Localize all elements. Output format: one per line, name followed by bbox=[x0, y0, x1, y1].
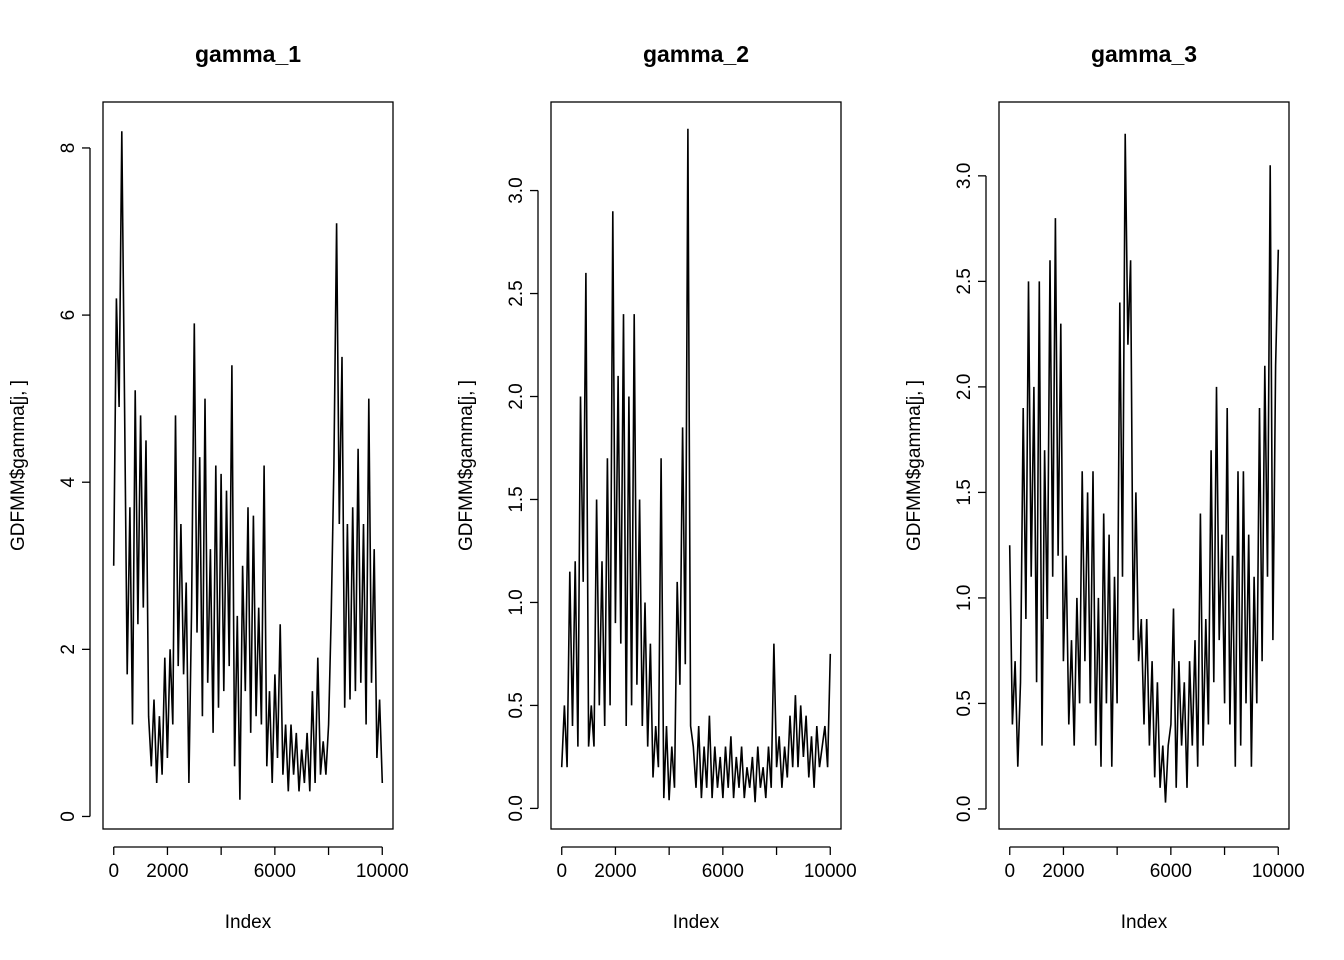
y-tick-label: 4 bbox=[58, 477, 79, 488]
plot-box bbox=[998, 101, 1290, 830]
y-axis-label: GDFMM$gamma[j, ] bbox=[8, 380, 29, 551]
y-tick-label: 8 bbox=[58, 143, 79, 154]
x-tick-label: 6000 bbox=[1150, 861, 1192, 882]
trace-line bbox=[1008, 133, 1280, 803]
x-tick-label: 2000 bbox=[1042, 861, 1084, 882]
y-tick-label: 1.0 bbox=[954, 585, 975, 611]
chart-title: gamma_3 bbox=[1091, 41, 1197, 67]
chart-title: gamma_1 bbox=[195, 41, 301, 67]
y-tick-label: 1.5 bbox=[954, 479, 975, 505]
trace-line bbox=[112, 131, 384, 800]
y-tick-label: 3.0 bbox=[506, 177, 527, 203]
y-tick-label: 2.0 bbox=[506, 383, 527, 409]
x-tick-label: 0 bbox=[108, 861, 119, 882]
y-tick-label: 2.5 bbox=[506, 280, 527, 306]
y-axis-label: GDFMM$gamma[j, ] bbox=[904, 380, 925, 551]
y-tick-label: 0 bbox=[58, 811, 79, 822]
y-axis-label: GDFMM$gamma[j, ] bbox=[456, 380, 477, 551]
x-axis-label: Index bbox=[673, 912, 720, 933]
x-tick-label: 2000 bbox=[146, 861, 188, 882]
x-tick-label: 0 bbox=[556, 861, 567, 882]
x-tick-label: 6000 bbox=[702, 861, 744, 882]
x-tick-label: 10000 bbox=[1252, 861, 1305, 882]
y-tick-label: 2.5 bbox=[954, 268, 975, 294]
x-axis-label: Index bbox=[1121, 912, 1168, 933]
trace-line bbox=[560, 128, 832, 803]
x-axis-label: Index bbox=[225, 912, 272, 933]
x-tick-label: 6000 bbox=[254, 861, 296, 882]
y-tick-label: 0.0 bbox=[954, 796, 975, 822]
x-tick-label: 10000 bbox=[356, 861, 409, 882]
plot-box bbox=[102, 101, 394, 830]
plot-box bbox=[550, 101, 842, 830]
y-tick-label: 0.5 bbox=[954, 690, 975, 716]
y-tick-label: 0.5 bbox=[506, 692, 527, 718]
y-tick-label: 0.0 bbox=[506, 795, 527, 821]
x-tick-label: 2000 bbox=[594, 861, 636, 882]
chart-title: gamma_2 bbox=[643, 41, 749, 67]
y-tick-label: 1.0 bbox=[506, 589, 527, 615]
y-tick-label: 1.5 bbox=[506, 486, 527, 512]
y-tick-label: 2.0 bbox=[954, 374, 975, 400]
x-tick-label: 10000 bbox=[804, 861, 857, 882]
y-tick-label: 6 bbox=[58, 310, 79, 321]
y-tick-label: 3.0 bbox=[954, 163, 975, 189]
y-tick-label: 2 bbox=[58, 644, 79, 655]
x-tick-label: 0 bbox=[1004, 861, 1015, 882]
